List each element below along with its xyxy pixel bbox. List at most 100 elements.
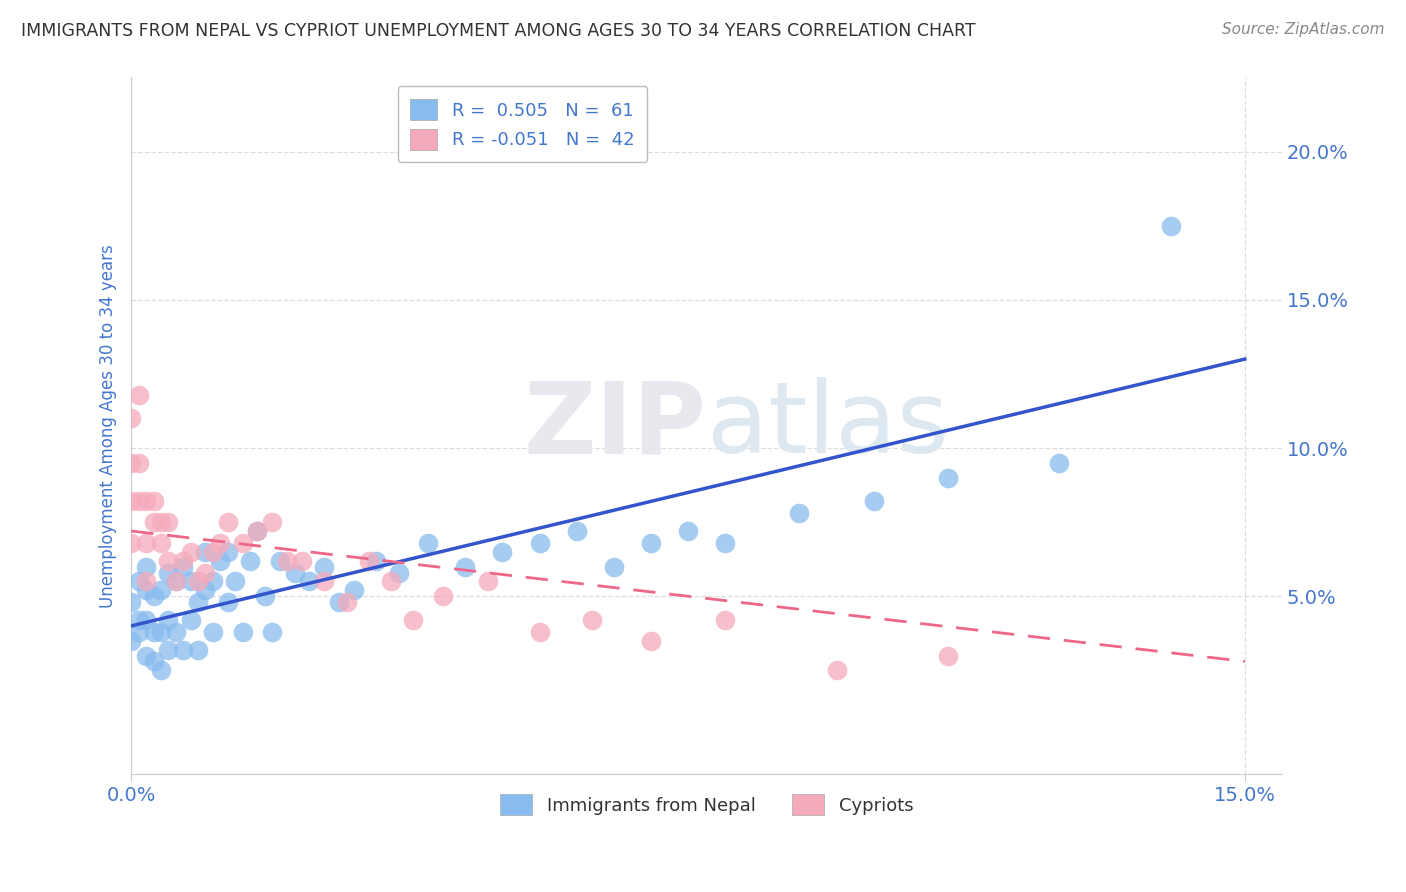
Point xyxy=(418,536,440,550)
Point xyxy=(149,664,172,678)
Point xyxy=(328,595,350,609)
Point xyxy=(157,566,180,580)
Point xyxy=(581,613,603,627)
Point xyxy=(676,524,699,538)
Point xyxy=(454,559,477,574)
Point xyxy=(142,589,165,603)
Point xyxy=(142,655,165,669)
Point xyxy=(165,574,187,589)
Point xyxy=(120,494,142,508)
Point xyxy=(335,595,357,609)
Point xyxy=(936,470,959,484)
Point xyxy=(825,664,848,678)
Point xyxy=(165,574,187,589)
Point xyxy=(135,613,157,627)
Point xyxy=(142,515,165,529)
Point xyxy=(135,574,157,589)
Point xyxy=(120,536,142,550)
Point xyxy=(128,494,150,508)
Point xyxy=(714,613,737,627)
Point xyxy=(194,583,217,598)
Text: Source: ZipAtlas.com: Source: ZipAtlas.com xyxy=(1222,22,1385,37)
Point xyxy=(291,554,314,568)
Point xyxy=(135,648,157,663)
Point xyxy=(217,595,239,609)
Point xyxy=(224,574,246,589)
Point xyxy=(201,545,224,559)
Point xyxy=(232,624,254,639)
Point xyxy=(165,624,187,639)
Point xyxy=(157,613,180,627)
Text: IMMIGRANTS FROM NEPAL VS CYPRIOT UNEMPLOYMENT AMONG AGES 30 TO 34 YEARS CORRELAT: IMMIGRANTS FROM NEPAL VS CYPRIOT UNEMPLO… xyxy=(21,22,976,40)
Point xyxy=(262,624,284,639)
Point xyxy=(120,456,142,470)
Point xyxy=(135,494,157,508)
Point xyxy=(269,554,291,568)
Point xyxy=(217,515,239,529)
Point xyxy=(135,559,157,574)
Point xyxy=(172,642,194,657)
Point xyxy=(1160,219,1182,233)
Point xyxy=(128,574,150,589)
Point xyxy=(128,613,150,627)
Point xyxy=(239,554,262,568)
Point xyxy=(209,536,232,550)
Point xyxy=(366,554,388,568)
Point xyxy=(314,559,336,574)
Point xyxy=(201,574,224,589)
Point xyxy=(149,536,172,550)
Point xyxy=(128,624,150,639)
Point xyxy=(201,624,224,639)
Point xyxy=(172,554,194,568)
Text: atlas: atlas xyxy=(707,377,948,475)
Point xyxy=(157,515,180,529)
Point xyxy=(262,515,284,529)
Point xyxy=(298,574,321,589)
Point xyxy=(180,574,202,589)
Point xyxy=(253,589,276,603)
Point xyxy=(714,536,737,550)
Point xyxy=(640,536,662,550)
Point xyxy=(142,624,165,639)
Point xyxy=(187,595,209,609)
Point xyxy=(135,536,157,550)
Point xyxy=(172,559,194,574)
Point xyxy=(120,411,142,425)
Point xyxy=(314,574,336,589)
Point xyxy=(284,566,307,580)
Point xyxy=(180,613,202,627)
Point xyxy=(149,515,172,529)
Point xyxy=(402,613,425,627)
Point xyxy=(232,536,254,550)
Point xyxy=(529,536,551,550)
Point xyxy=(862,494,884,508)
Point xyxy=(387,566,409,580)
Point xyxy=(357,554,380,568)
Point xyxy=(380,574,402,589)
Y-axis label: Unemployment Among Ages 30 to 34 years: Unemployment Among Ages 30 to 34 years xyxy=(100,244,117,607)
Point xyxy=(209,554,232,568)
Point xyxy=(1047,456,1070,470)
Point xyxy=(491,545,513,559)
Point xyxy=(246,524,269,538)
Point xyxy=(149,624,172,639)
Point xyxy=(276,554,298,568)
Point xyxy=(194,545,217,559)
Point xyxy=(157,642,180,657)
Point xyxy=(529,624,551,639)
Legend: Immigrants from Nepal, Cypriots: Immigrants from Nepal, Cypriots xyxy=(491,786,922,824)
Point xyxy=(187,642,209,657)
Point xyxy=(120,633,142,648)
Point xyxy=(135,583,157,598)
Point xyxy=(640,633,662,648)
Point xyxy=(565,524,588,538)
Point xyxy=(180,545,202,559)
Point xyxy=(149,583,172,598)
Point xyxy=(432,589,454,603)
Point xyxy=(142,494,165,508)
Point xyxy=(246,524,269,538)
Point xyxy=(789,506,811,520)
Point xyxy=(120,595,142,609)
Point xyxy=(128,456,150,470)
Point xyxy=(477,574,499,589)
